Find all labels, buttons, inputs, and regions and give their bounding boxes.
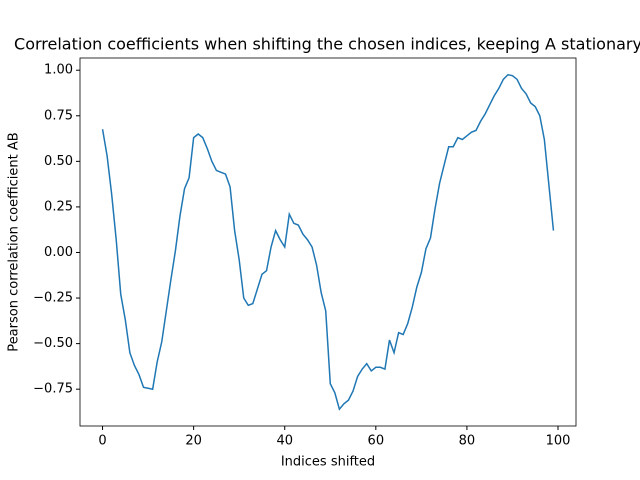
y-tick-label: 0.50 bbox=[44, 154, 73, 169]
x-tick-label: 80 bbox=[459, 434, 476, 449]
y-axis-label: Pearson correlation coefficient AB bbox=[7, 132, 22, 351]
y-tick-label: 0.00 bbox=[44, 245, 73, 260]
x-tick-label: 40 bbox=[276, 434, 293, 449]
y-tick-label: 1.00 bbox=[44, 63, 73, 78]
y-tick-label: −0.75 bbox=[33, 382, 73, 397]
plot-frame bbox=[79, 57, 577, 427]
y-tick-label: −0.25 bbox=[33, 291, 73, 306]
y-tick-label: 0.25 bbox=[44, 199, 73, 214]
x-tick-label: 0 bbox=[98, 434, 106, 449]
x-tick-label: 20 bbox=[185, 434, 202, 449]
x-tick-label: 60 bbox=[368, 434, 385, 449]
data-line bbox=[101, 73, 555, 411]
chart-title: Correlation coefficients when shifting t… bbox=[14, 35, 640, 54]
x-axis-label: Indices shifted bbox=[281, 455, 375, 470]
x-tick-label: 100 bbox=[546, 434, 571, 449]
y-tick-label: −0.50 bbox=[33, 336, 73, 351]
y-tick-label: 0.75 bbox=[44, 108, 73, 123]
